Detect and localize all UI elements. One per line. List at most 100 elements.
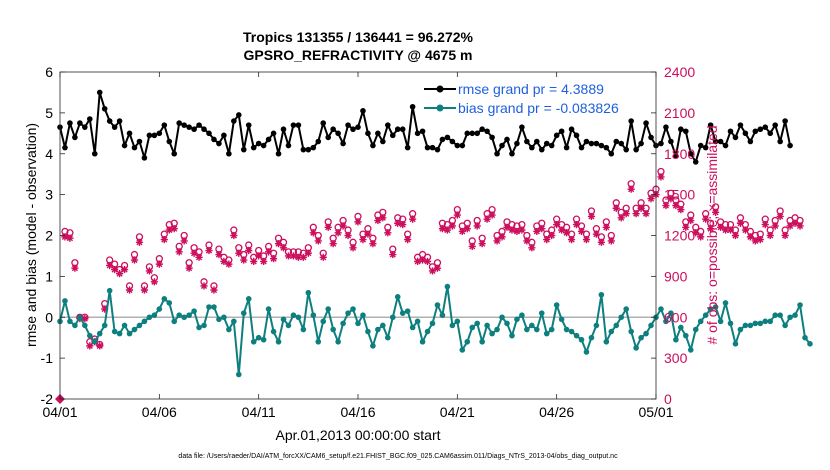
rmse-point (434, 146, 441, 153)
obs-assimilated-point (796, 222, 804, 230)
bias-point (370, 343, 376, 349)
bias-point (310, 312, 317, 319)
rmse-point (424, 144, 431, 151)
obs-assimilated-point (692, 229, 700, 237)
bias-point (648, 322, 654, 329)
y-tick-label-left: -2 (41, 391, 54, 407)
obs-assimilated-point (210, 286, 218, 294)
bias-point (87, 332, 93, 339)
bias-point (67, 318, 73, 325)
bias-point (459, 347, 466, 353)
obs-assimilated-point (657, 173, 665, 181)
rmse-point (116, 118, 123, 124)
bias-point (722, 300, 729, 306)
rmse-point (176, 120, 182, 126)
rmse-point (196, 122, 202, 128)
rmse-point (385, 122, 391, 128)
bias-point (449, 322, 456, 329)
obs-assimilated-point (647, 195, 655, 203)
bias-point (156, 306, 163, 312)
obs-assimilated-point (672, 201, 680, 210)
rmse-point (777, 138, 783, 145)
bias-point (126, 330, 133, 337)
bias-point (146, 314, 153, 321)
rmse-point (136, 138, 143, 145)
bias-point (752, 320, 759, 327)
rmse-point (553, 132, 560, 139)
obs-assimilated-point (319, 253, 327, 261)
obs-assimilated-point (96, 342, 104, 350)
y-tick-label-right: 600 (664, 309, 688, 325)
rmse-point (275, 150, 282, 157)
rmse-point (449, 138, 456, 145)
bias-point (757, 320, 764, 327)
obs-assimilated-point (349, 244, 357, 252)
bias-point (439, 312, 446, 319)
y-tick-label-right: 1500 (664, 187, 695, 203)
obs-assimilated-point (428, 267, 437, 275)
obs-assimilated-point (384, 229, 392, 237)
bias-point (504, 320, 510, 327)
bias-point (623, 306, 629, 312)
obs-assimilated-point (106, 261, 114, 270)
y-tick-label-right: 2400 (664, 64, 695, 80)
obs-assimilated-point (523, 237, 531, 245)
obs-assimilated-point (761, 221, 769, 229)
rmse-point (126, 130, 133, 137)
rmse-point (717, 138, 724, 145)
obs-assimilated-point (155, 260, 163, 268)
obs-assimilated-point (741, 226, 749, 234)
rmse-point (290, 122, 297, 128)
obs-assimilated-point (309, 229, 317, 237)
rmse-point (96, 89, 103, 96)
rmse-point (151, 132, 158, 139)
bias-point (82, 322, 88, 329)
obs-assimilated-point (225, 260, 233, 268)
bias-point (663, 318, 669, 325)
rmse-point (494, 150, 500, 157)
obs-assimilated-point (185, 264, 193, 272)
obs-assimilated-point (731, 231, 740, 240)
rmse-point (712, 138, 719, 145)
legend-bias-label: bias grand pr = -0.083826 (458, 100, 619, 116)
rmse-point (295, 122, 302, 128)
bias-point (469, 324, 476, 331)
obs-assimilated-point (265, 248, 273, 256)
obs-assimilated-point (577, 227, 586, 236)
rmse-point (245, 122, 252, 128)
obs-assimilated-point (423, 257, 432, 265)
x-tick-label: 04/11 (242, 404, 276, 420)
obs-assimilated-point (563, 229, 571, 237)
bias-point (702, 312, 709, 319)
rmse-point (216, 140, 222, 147)
bias-point (424, 328, 431, 335)
bias-point (668, 310, 674, 316)
obs-assimilated-point (240, 256, 248, 264)
rmse-point (181, 122, 187, 128)
bias-point (265, 306, 272, 312)
bias-point (747, 322, 754, 329)
bias-point (176, 312, 182, 319)
bias-point (355, 320, 361, 327)
rmse-point (504, 136, 510, 143)
rmse-point (121, 142, 128, 149)
bias-point (613, 322, 620, 329)
obs-assimilated-point (190, 249, 198, 257)
obs-assimilated-point (359, 235, 367, 244)
obs-assimilated-point (751, 237, 759, 245)
bias-point (727, 320, 734, 327)
obs-assimilated-point (607, 237, 615, 245)
rmse-point (737, 122, 744, 128)
bias-point (121, 322, 128, 329)
obs-assimilated-point (721, 226, 730, 234)
obs-assimilated-point (458, 227, 466, 236)
rmse-point (429, 144, 436, 151)
data-file-footnote: data file: /Users/raeder/DAI/ATM_forcXX/… (178, 453, 618, 460)
bias-point (161, 296, 168, 302)
bias-point (434, 302, 441, 308)
legend: rmse grand pr = 4.3889 bias grand pr = -… (424, 81, 619, 116)
bias-point (588, 334, 595, 341)
bias-point (171, 318, 178, 325)
bias-point (250, 338, 257, 345)
legend-rmse-marker (436, 85, 444, 93)
